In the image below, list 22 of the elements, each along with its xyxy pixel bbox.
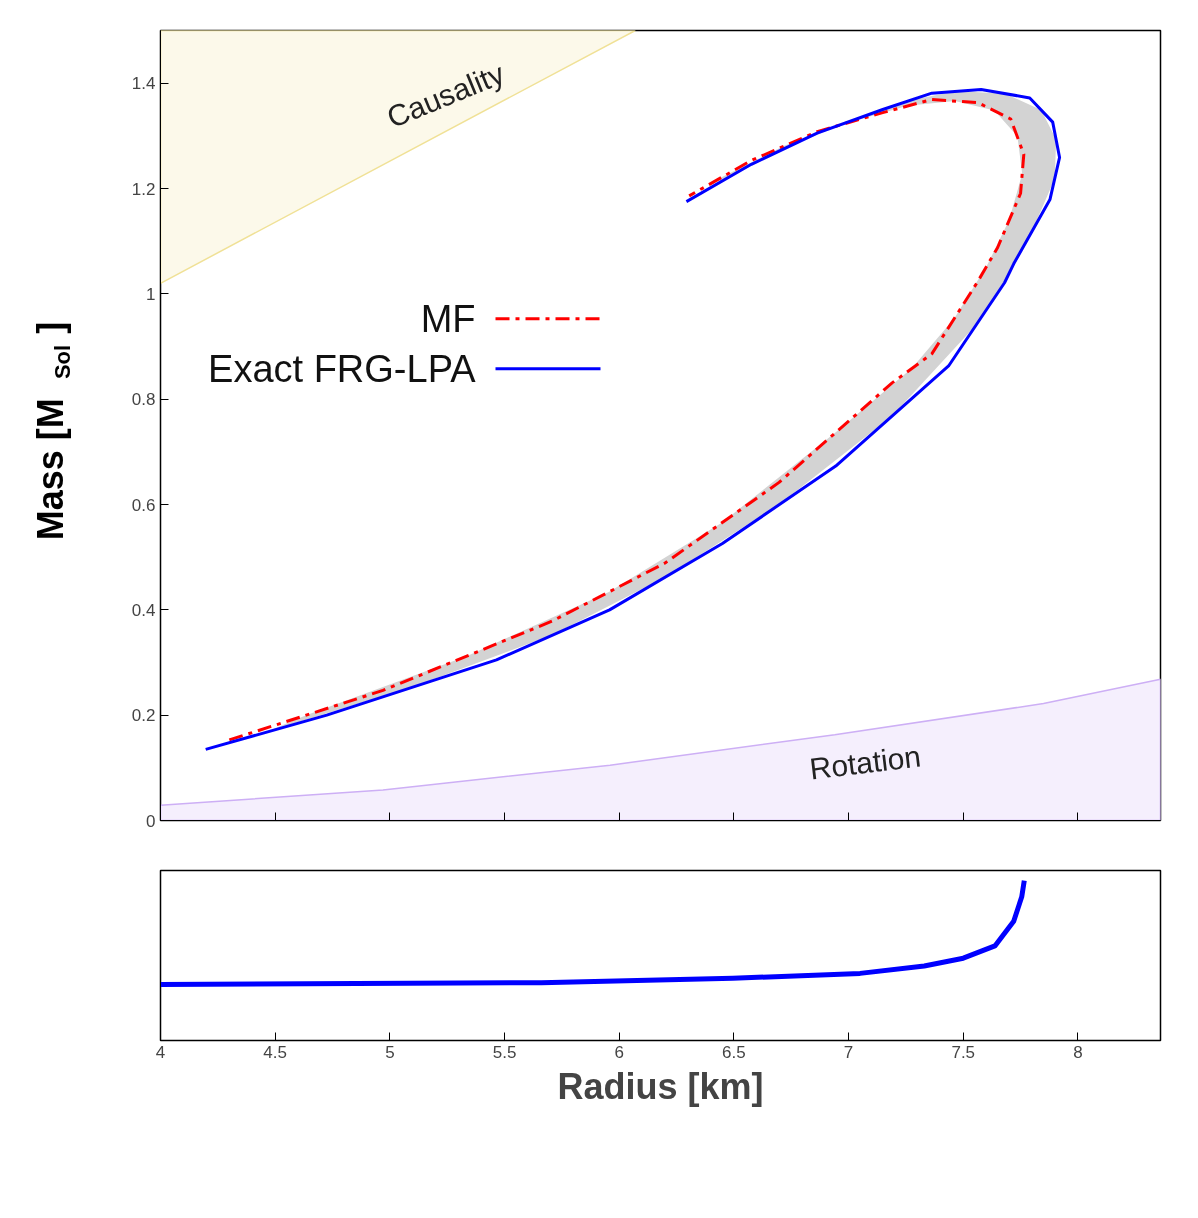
y-tick-label: 0.4: [131, 600, 156, 620]
y-tick-label: 0.6: [131, 495, 156, 515]
y-tick-label: 0.8: [131, 390, 156, 410]
x-tick-label: 5.5: [492, 1042, 517, 1062]
annotation: Rotation: [807, 739, 923, 786]
x-axis-title: Radius [km]: [557, 1065, 764, 1107]
x-tick-label: 7: [843, 1042, 854, 1062]
x-tick-label: 6.5: [722, 1042, 746, 1062]
y-axis-title: Mass [MSol]: [30, 321, 75, 541]
y-tick-label: 0: [146, 811, 156, 831]
x-tick-label: 6: [614, 1042, 624, 1062]
legend-label: MF: [420, 297, 476, 340]
y-tick-label: 1.4: [131, 74, 156, 94]
y-tick-label: 0.2: [131, 706, 156, 726]
legend-label: Exact FRG-LPA: [208, 347, 477, 390]
x-tick-label: 7.5: [951, 1042, 976, 1062]
x-tick-label: 8: [1073, 1042, 1083, 1062]
y-tick-label: 1.2: [131, 179, 156, 199]
x-tick-label: 5: [385, 1042, 395, 1062]
x-tick-label: 4.5: [263, 1042, 287, 1062]
x-tick-label: 4: [155, 1042, 166, 1062]
y-tick-label: 1: [146, 284, 156, 304]
